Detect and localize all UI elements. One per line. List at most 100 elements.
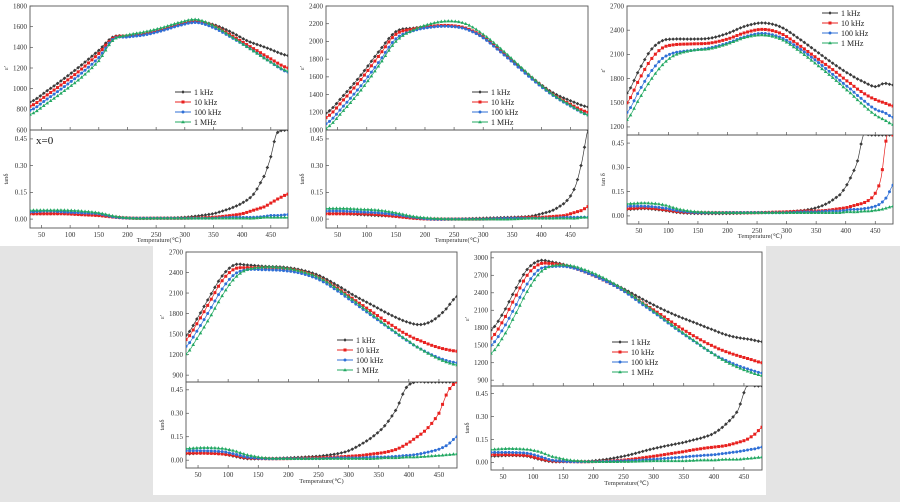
series-1-khz: [627, 21, 893, 95]
data-point: [207, 212, 211, 217]
data-point: [238, 271, 242, 275]
data-point: [643, 79, 647, 83]
data-point: [441, 347, 445, 351]
x-tick-label: 250: [313, 471, 324, 479]
data-point: [227, 29, 232, 34]
data-point: [678, 42, 682, 46]
data-point: [83, 72, 87, 76]
data-point: [539, 450, 544, 454]
data-point: [655, 304, 660, 309]
data-point: [419, 432, 423, 436]
data-point: [191, 335, 195, 339]
x-tick-label: 100: [223, 471, 234, 479]
data-point: [213, 291, 217, 295]
data-point: [267, 456, 271, 460]
series-line: [491, 259, 762, 343]
data-point: [404, 332, 408, 336]
data-point: [444, 307, 448, 311]
data-point: [880, 82, 885, 86]
data-point: [735, 353, 739, 357]
data-point: [31, 212, 35, 216]
data-point: [207, 216, 211, 220]
y-tick-label: 0.30: [612, 164, 625, 172]
data-point: [848, 87, 852, 91]
data-point: [196, 17, 201, 22]
data-point: [393, 455, 398, 460]
data-point: [162, 28, 166, 32]
legend-label: 1 kHz: [491, 88, 511, 97]
data-point: [859, 101, 863, 105]
data-point: [586, 130, 588, 132]
data-point: [749, 34, 753, 38]
data-point: [491, 351, 493, 355]
data-point: [241, 200, 246, 205]
data-point: [544, 210, 548, 215]
data-point: [408, 440, 412, 444]
data-point: [430, 449, 434, 453]
data-point: [45, 208, 49, 212]
legend-marker: [828, 41, 832, 45]
data-point: [724, 451, 728, 455]
data-point: [636, 92, 640, 96]
data-point: [684, 458, 688, 463]
data-point: [408, 455, 412, 459]
data-point: [720, 210, 725, 214]
series-line: [491, 448, 762, 463]
data-point: [756, 33, 761, 37]
x-tick-label: 400: [840, 227, 851, 235]
data-point: [138, 216, 142, 220]
data-point: [586, 110, 588, 114]
data-point: [792, 43, 796, 47]
data-point: [735, 27, 739, 32]
data-point: [444, 444, 448, 448]
data-point: [231, 274, 235, 278]
data-point: [830, 210, 835, 215]
x-tick-label: 50: [500, 473, 508, 481]
data-point: [565, 198, 569, 203]
data-point: [145, 216, 149, 220]
data-point: [339, 289, 344, 293]
data-point: [345, 89, 349, 94]
data-point: [568, 458, 573, 462]
data-point: [376, 50, 381, 54]
data-point: [285, 456, 289, 460]
data-point: [394, 326, 398, 330]
data-point: [677, 325, 681, 329]
data-point: [397, 332, 401, 337]
data-point: [870, 196, 874, 200]
legend-marker: [618, 360, 622, 364]
legend-marker: [618, 370, 622, 374]
data-point: [368, 452, 372, 456]
data-point: [738, 366, 743, 370]
data-point: [368, 309, 372, 313]
data-point: [499, 50, 503, 54]
series-1-mhz: [491, 263, 762, 377]
data-point: [806, 43, 810, 47]
data-point: [255, 207, 259, 211]
data-point: [498, 217, 503, 221]
data-point: [248, 40, 252, 44]
data-point: [455, 294, 457, 299]
data-point: [422, 382, 427, 384]
data-point: [368, 302, 373, 306]
data-point: [880, 116, 885, 121]
data-point: [866, 209, 870, 213]
data-point: [404, 28, 408, 32]
data-point: [83, 68, 87, 72]
x-tick-label: 450: [266, 231, 277, 239]
data-point: [727, 333, 732, 338]
data-point: [262, 215, 266, 219]
data-point: [286, 53, 288, 58]
data-point: [659, 306, 663, 311]
data-point: [432, 216, 437, 220]
series-group: [627, 21, 893, 126]
data-point: [234, 449, 239, 453]
data-point: [447, 361, 452, 365]
data-point: [234, 33, 239, 37]
data-point: [834, 195, 839, 200]
data-point: [698, 343, 703, 347]
data-point: [97, 56, 101, 60]
x-tick-label: 200: [420, 231, 431, 239]
data-point: [795, 45, 799, 49]
